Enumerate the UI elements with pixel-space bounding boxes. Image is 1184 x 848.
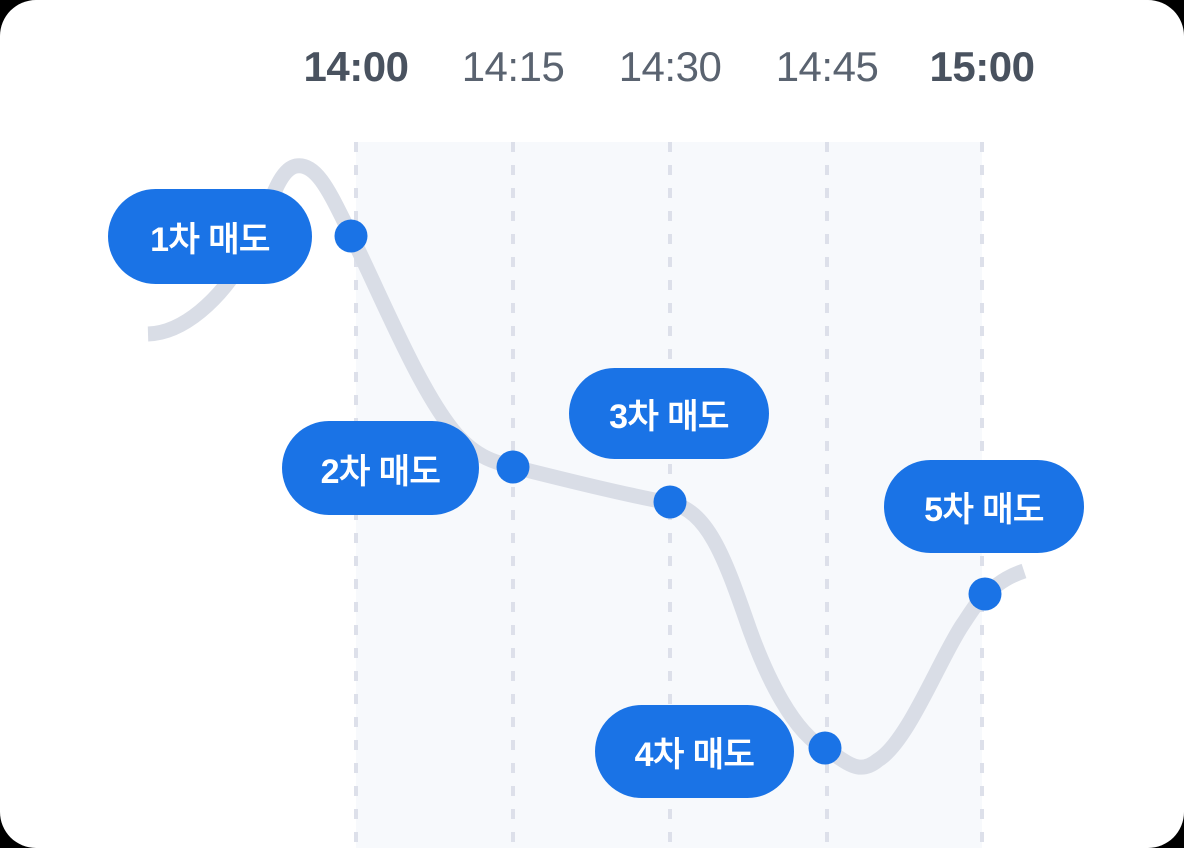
sell-label-4-text: 4차 매도 bbox=[634, 736, 755, 774]
sell-dot-1[interactable] bbox=[334, 219, 368, 253]
sell-dots bbox=[334, 219, 1002, 765]
sell-label-1-text: 1차 매도 bbox=[150, 221, 270, 259]
sell-label-4[interactable]: 4차 매도 bbox=[595, 705, 794, 798]
sell-dot-3[interactable] bbox=[653, 485, 687, 519]
sell-label-3[interactable]: 3차 매도 bbox=[569, 368, 769, 459]
time-tick-14-00: 14:00 bbox=[303, 43, 409, 90]
sell-dot-4[interactable] bbox=[808, 731, 842, 765]
sell-label-3-text: 3차 매도 bbox=[609, 398, 729, 436]
time-tick-14-30: 14:30 bbox=[618, 43, 722, 90]
sell-dot-2[interactable] bbox=[496, 450, 530, 484]
sell-dot-5[interactable] bbox=[968, 577, 1002, 611]
sell-label-2-text: 2차 매도 bbox=[320, 452, 441, 491]
time-tick-14-15: 14:15 bbox=[461, 43, 565, 90]
sell-label-5[interactable]: 5차 매도 bbox=[884, 460, 1084, 553]
price-curve bbox=[147, 158, 1027, 775]
sell-label-5-text: 5차 매도 bbox=[924, 491, 1044, 529]
sell-label-2[interactable]: 2차 매도 bbox=[282, 421, 479, 515]
time-tick-15-00: 15:00 bbox=[929, 43, 1035, 90]
time-tick-14-45: 14:45 bbox=[775, 43, 879, 90]
sell-label-1[interactable]: 1차 매도 bbox=[108, 189, 312, 284]
